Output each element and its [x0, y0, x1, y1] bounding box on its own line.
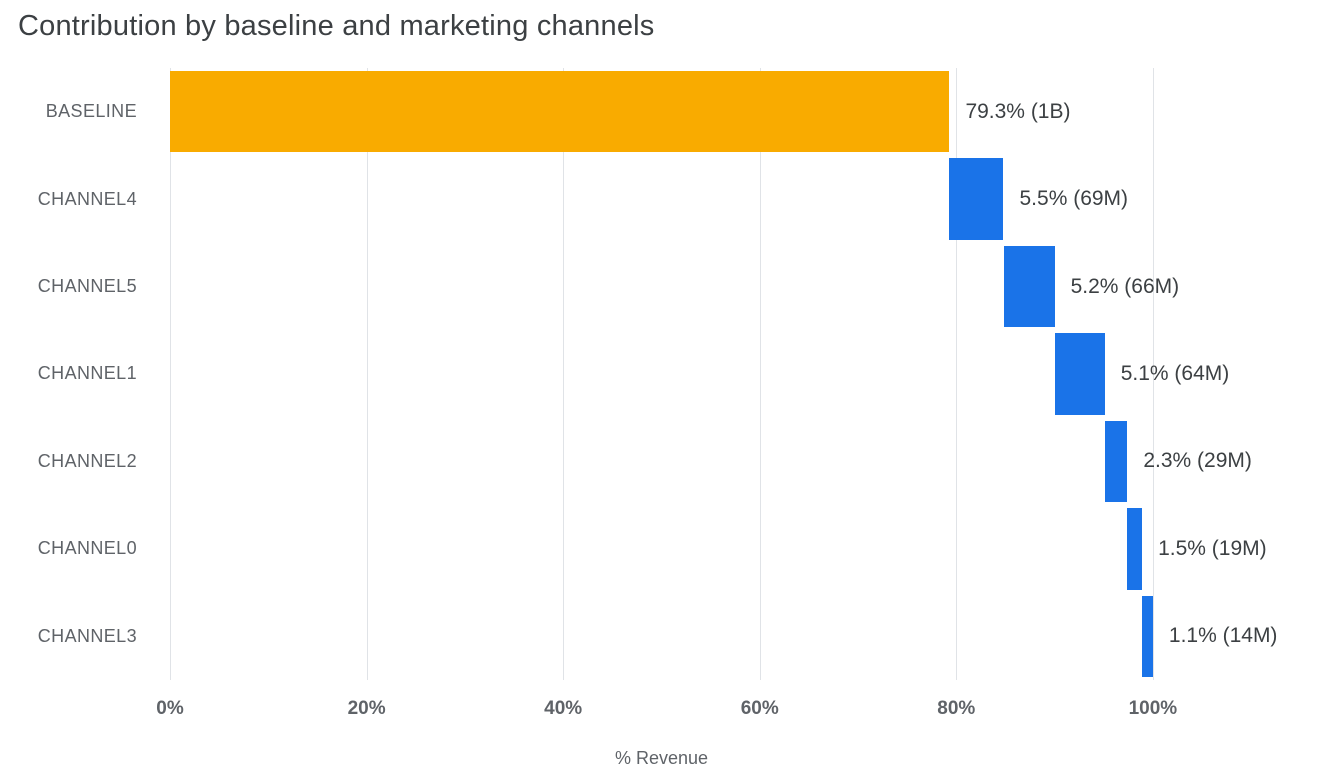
category-label-channel1: CHANNEL1	[37, 363, 137, 384]
chart-row-channel0: CHANNEL0 1.5% (19M)	[38, 505, 1320, 592]
category-label-channel3: CHANNEL3	[37, 625, 137, 646]
bar-baseline[interactable]	[170, 71, 950, 153]
gridline	[759, 68, 761, 680]
value-label-baseline: 79.3% (1B)	[965, 99, 1071, 123]
value-label-channel1: 5.1% (64M)	[1120, 361, 1230, 385]
x-tick-label-80pct: 80%	[937, 698, 976, 719]
chart-row-channel5: CHANNEL5 5.2% (66M)	[38, 243, 1320, 330]
gridline	[170, 68, 171, 680]
category-label-channel2: CHANNEL2	[37, 450, 137, 471]
x-tick-label-100pct: 100%	[1128, 698, 1178, 719]
chart-row-channel4: CHANNEL4 5.5% (69M)	[38, 155, 1320, 242]
gridline	[563, 68, 565, 680]
value-label-channel5: 5.2% (66M)	[1070, 274, 1180, 298]
category-label-channel4: CHANNEL4	[37, 188, 137, 209]
value-label-channel3: 1.1% (14M)	[1168, 624, 1278, 648]
category-label-channel5: CHANNEL5	[37, 276, 137, 297]
value-label-channel2: 2.3% (29M)	[1143, 449, 1252, 473]
chart-row-channel3: CHANNEL3 1.1% (14M)	[38, 593, 1320, 680]
bar-channel5[interactable]	[1003, 245, 1055, 328]
x-axis: 0% 20% 40% 60% 80% 100%	[156, 698, 1320, 726]
category-label-baseline: BASELINE	[45, 101, 137, 122]
value-label-channel0: 1.5% (19M)	[1158, 536, 1267, 560]
bar-channel2[interactable]	[1104, 420, 1128, 503]
category-label-channel0: CHANNEL0	[37, 538, 137, 559]
value-label-channel4: 5.5% (69M)	[1019, 187, 1129, 211]
chart-title: Contribution by baseline and marketing c…	[18, 10, 655, 42]
gridline	[1152, 68, 1154, 680]
x-tick-label-0pct: 0%	[156, 698, 184, 719]
x-tick-label-40pct: 40%	[544, 698, 583, 719]
bar-channel3[interactable]	[1142, 595, 1153, 677]
chart-row-channel2: CHANNEL2 2.3% (29M)	[38, 418, 1320, 505]
plot-area: BASELINE 79.3% (1B) CHANNEL4 5.5% (69M) CHAN…	[38, 68, 1320, 680]
gridline	[366, 68, 368, 680]
bar-channel1[interactable]	[1054, 333, 1105, 415]
gridline	[956, 68, 958, 680]
x-tick-label-20pct: 20%	[347, 698, 386, 719]
bar-channel0[interactable]	[1127, 508, 1143, 590]
x-tick-label-60pct: 60%	[740, 698, 779, 719]
bar-channel4[interactable]	[949, 158, 1004, 240]
chart-row-baseline: BASELINE 79.3% (1B)	[46, 68, 1320, 155]
chart-row-channel1: CHANNEL1 5.1% (64M)	[38, 330, 1320, 417]
x-axis-label: % Revenue	[614, 748, 709, 768]
